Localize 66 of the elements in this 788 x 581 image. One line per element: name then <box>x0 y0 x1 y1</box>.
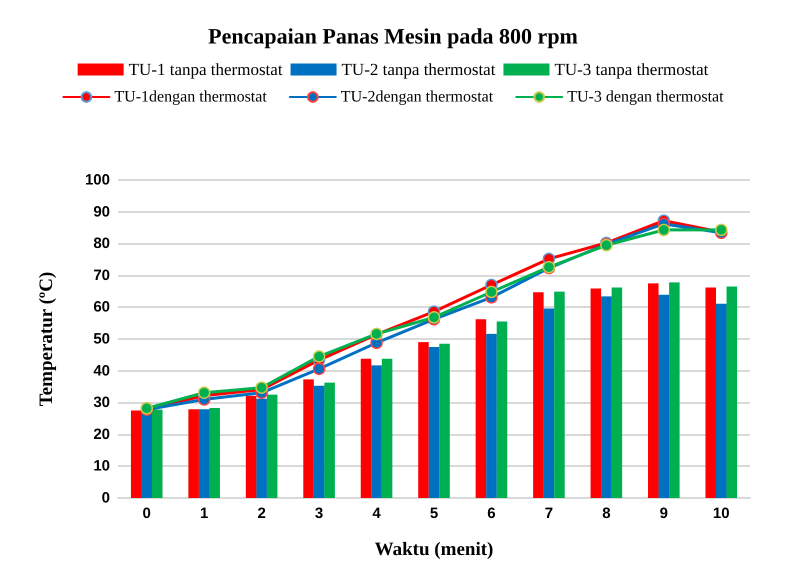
bar <box>266 394 278 498</box>
bar <box>246 396 256 498</box>
y-tick-label: 80 <box>93 235 110 252</box>
point <box>198 386 210 399</box>
bar <box>658 294 670 498</box>
x-tick-label: 10 <box>712 505 730 522</box>
bar <box>476 319 486 498</box>
bar <box>716 304 727 498</box>
bar <box>648 283 659 498</box>
x-axis-title: Waktu (menit) <box>374 539 494 560</box>
bar <box>669 282 680 498</box>
bar <box>188 409 199 498</box>
y-tick-label: 100 <box>84 172 110 188</box>
legend-label: TU-1 tanpa thermostat <box>128 60 283 79</box>
y-tick-label: 50 <box>93 330 110 348</box>
legend-label: TU-2dengan thermostat <box>340 88 494 106</box>
point <box>485 286 498 298</box>
x-tick-label: 7 <box>544 505 554 522</box>
y-tick-label: 70 <box>93 266 110 284</box>
chart-title: Pencapaian Panas Mesin pada 800 rpm <box>208 24 578 48</box>
x-tick-label: 5 <box>430 505 438 522</box>
bar <box>590 288 602 498</box>
x-tick-label: 8 <box>602 505 611 522</box>
x-tick-label: 0 <box>142 505 151 522</box>
bar <box>496 322 508 498</box>
y-tick-label: 0 <box>102 490 110 506</box>
point <box>312 350 326 363</box>
x-tick-label: 4 <box>372 505 382 522</box>
y-tick-label: 90 <box>93 203 110 220</box>
y-tick-label: 10 <box>93 458 110 475</box>
bar <box>371 365 382 498</box>
bar <box>428 346 440 498</box>
y-tick-label: 30 <box>93 394 110 412</box>
bar <box>209 408 220 498</box>
bar <box>314 386 324 498</box>
legend-label: TU-2 tanpa thermostat <box>342 60 496 79</box>
y-tick-label: 40 <box>93 362 110 380</box>
bar <box>533 292 544 498</box>
bar <box>554 292 565 498</box>
legend-label: TU-3 tanpa thermostat <box>554 60 709 79</box>
x-tick-label: 9 <box>660 505 668 522</box>
bar <box>726 286 738 498</box>
bar <box>382 358 392 498</box>
x-tick-label: 2 <box>257 505 266 522</box>
point <box>658 224 670 236</box>
bar <box>705 287 716 498</box>
legend-label: TU-1dengan thermostat <box>114 88 268 106</box>
bar <box>360 358 372 498</box>
x-tick-label: 6 <box>487 505 496 522</box>
y-tick-label: 20 <box>93 426 110 443</box>
bar <box>130 410 142 498</box>
bar <box>418 342 429 498</box>
legend-label: TU-3 dengan thermostat <box>567 88 724 106</box>
bar <box>612 287 622 498</box>
y-tick-label: 60 <box>93 298 110 316</box>
y-axis-title: Temperatur (ºC) <box>36 272 57 406</box>
bar <box>601 296 612 498</box>
bar <box>486 334 497 498</box>
bar <box>324 382 335 498</box>
x-tick-label: 3 <box>314 505 324 522</box>
bar <box>544 308 554 498</box>
point <box>312 362 326 376</box>
bar <box>439 344 450 498</box>
x-tick-label: 1 <box>200 505 208 522</box>
bar <box>303 379 314 498</box>
bar <box>198 409 210 498</box>
